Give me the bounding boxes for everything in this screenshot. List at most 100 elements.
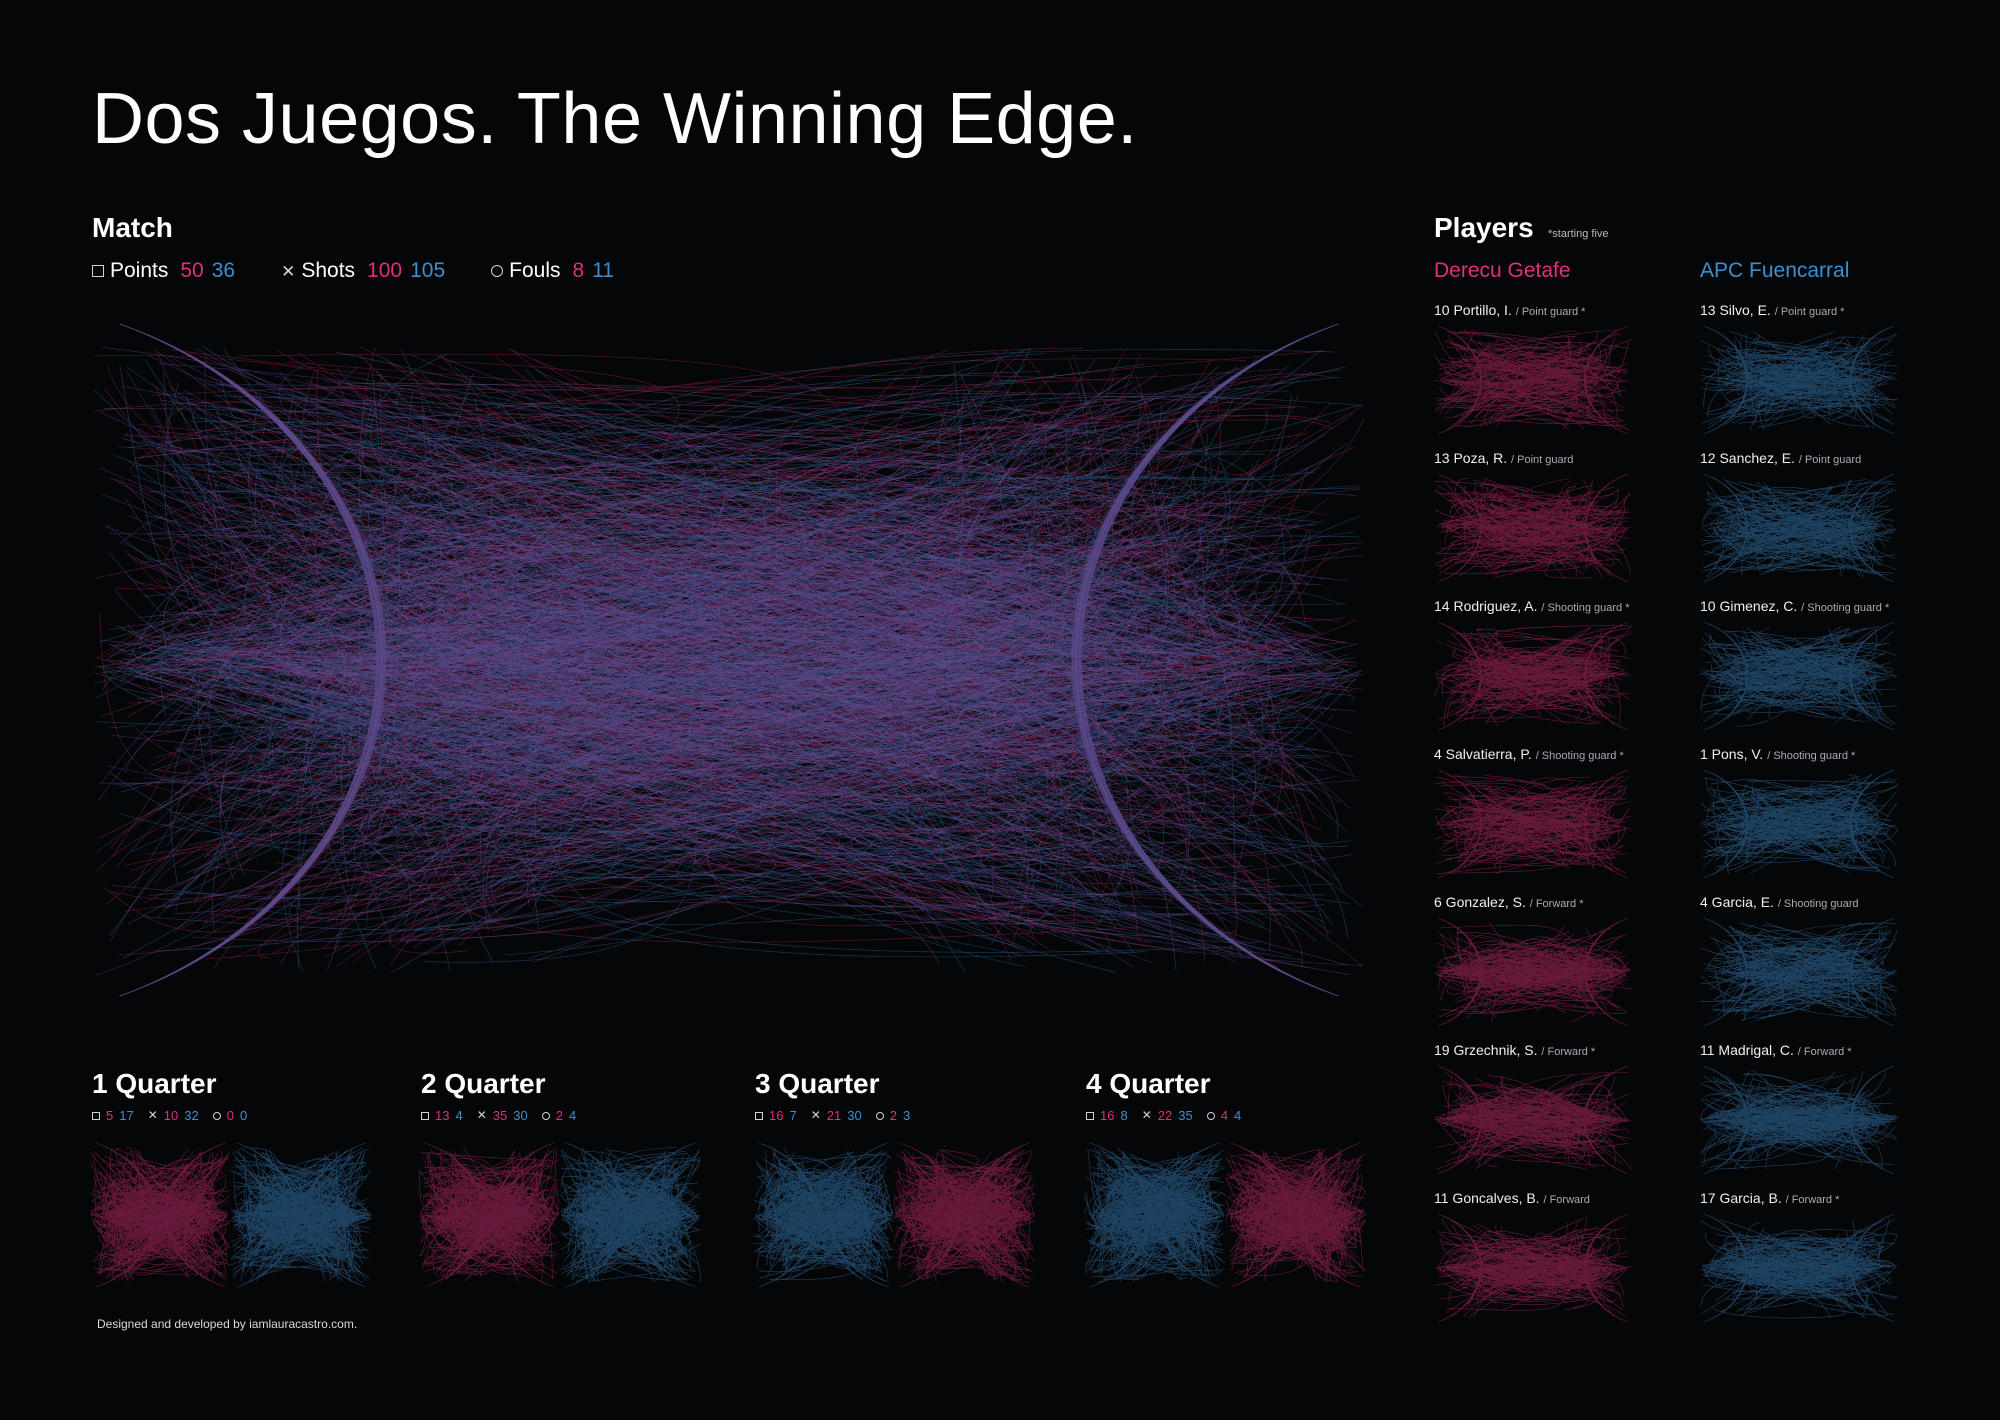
player-name: 10 Portillo, I. (1434, 302, 1512, 318)
player-role: / Point guard (1798, 454, 1862, 466)
trace-path (90, 1142, 231, 1288)
trace-path (1700, 325, 1898, 435)
movement-traces (1700, 325, 1898, 435)
movement-traces (1700, 769, 1899, 879)
quarter-points-a: 13 (435, 1108, 450, 1123)
trace-path (1699, 917, 1898, 1027)
player-card: 4 Salvatierra, P. / Shooting guard * (1434, 746, 1632, 879)
cross-icon: ✕ (147, 1108, 158, 1122)
player-label: 17 Garcia, B. / Forward * (1700, 1190, 1839, 1206)
player-name: 12 Sanchez, E. (1700, 450, 1795, 466)
player-movement-court (1701, 473, 1897, 583)
player-name: 1 Pons, V. (1700, 746, 1764, 762)
trace-path (1700, 621, 1898, 731)
cross-icon: ✕ (810, 1108, 821, 1122)
fouls-label: Fouls (509, 259, 561, 282)
quarter-court (418, 1142, 702, 1288)
player-card: 4 Garcia, E. / Shooting guard (1699, 894, 1898, 1027)
square-icon (1086, 1111, 1094, 1120)
trace-path (893, 1142, 1036, 1288)
player-card: 14 Rodriguez, A. / Shooting guard * (1434, 598, 1633, 731)
match-stats: Points 50 36 ✕ Shots 100 105 Fouls 8 11 (92, 259, 614, 283)
movement-traces (418, 1142, 560, 1288)
trace-path (1699, 1065, 1899, 1175)
quarter-shots-a: 10 (163, 1108, 179, 1123)
player-movement-court (1700, 325, 1898, 435)
movement-traces (1433, 325, 1633, 435)
match-movement-court (93, 323, 1365, 997)
movement-traces (1434, 769, 1632, 879)
movement-traces (1701, 473, 1897, 583)
player-label: 19 Grzechnik, S. / Forward * (1434, 1042, 1595, 1058)
quarter-fouls-b: 4 (1233, 1108, 1242, 1123)
player-name: 14 Rodriguez, A. (1434, 598, 1538, 614)
player-movement-court (1434, 917, 1632, 1027)
player-role: / Forward * (1541, 1046, 1596, 1058)
player-role: / Point guard (1511, 454, 1574, 466)
quarter-shots-a: 35 (492, 1108, 508, 1123)
player-label: 4 Salvatierra, P. / Shooting guard * (1434, 746, 1624, 762)
player-role: / Shooting guard * (1801, 602, 1890, 614)
quarter-fouls-a: 2 (889, 1108, 897, 1123)
team-a-name: Derecu Getafe (1434, 259, 1571, 282)
circle-icon (1206, 1111, 1215, 1120)
trace-path (93, 323, 1364, 997)
player-card: 11 Goncalves, B. / Forward (1434, 1190, 1631, 1323)
movement-traces (559, 1142, 702, 1288)
quarter-points-a: 16 (769, 1108, 784, 1123)
player-movement-court (1434, 1065, 1633, 1175)
starting-five-note: *starting five (1548, 228, 1609, 240)
player-name: 17 Garcia, B. (1700, 1190, 1782, 1206)
player-card: 17 Garcia, B. / Forward * (1700, 1190, 1898, 1323)
quarter-points-b: 17 (119, 1108, 134, 1123)
player-name: 11 Madrigal, C. (1700, 1042, 1794, 1058)
trace-path (1700, 1213, 1898, 1323)
cross-icon: ✕ (476, 1108, 487, 1122)
trace-path (95, 323, 1364, 997)
quarter-shots-a: 21 (826, 1108, 842, 1123)
page-title: Dos Juegos. The Winning Edge. (92, 79, 1138, 159)
player-role: / Shooting guard * (1767, 750, 1856, 762)
player-name: 6 Gonzalez, S. (1434, 894, 1526, 910)
player-role: / Forward * (1785, 1194, 1840, 1206)
player-card: 10 Gimenez, C. / Shooting guard * (1700, 598, 1898, 731)
player-label: 14 Rodriguez, A. / Shooting guard * (1434, 598, 1629, 614)
movement-traces (1699, 1065, 1899, 1175)
movement-traces (1434, 1213, 1631, 1323)
trace-path (1434, 917, 1632, 1027)
square-icon (92, 265, 104, 277)
quarter-points-a: 16 (1100, 1108, 1115, 1123)
points-label: Points (110, 259, 169, 282)
player-label: 13 Silvo, E. / Point guard * (1700, 302, 1844, 318)
quarter-fouls-a: 4 (1220, 1108, 1228, 1123)
movement-traces (93, 323, 1365, 997)
player-role: / Forward (1543, 1194, 1590, 1206)
shots-label: Shots (301, 259, 356, 282)
player-card: 1 Pons, V. / Shooting guard * (1700, 746, 1899, 879)
player-name: 11 Goncalves, B. (1434, 1190, 1540, 1206)
player-card: 11 Madrigal, C. / Forward * (1699, 1042, 1899, 1175)
quarter-title: 4 Quarter (1086, 1068, 1211, 1099)
player-movement-court (1434, 769, 1632, 879)
quarter-title: 3 Quarter (755, 1068, 880, 1099)
player-label: 10 Portillo, I. / Point guard * (1434, 302, 1585, 318)
movement-traces (90, 1142, 231, 1288)
movement-traces (1434, 621, 1633, 731)
quarter-court (90, 1142, 373, 1288)
player-label: 10 Gimenez, C. / Shooting guard * (1700, 598, 1889, 614)
player-role: / Shooting guard (1777, 898, 1859, 910)
circle-icon (212, 1111, 221, 1120)
points-team-b: 36 (211, 259, 236, 282)
quarter-fouls-a: 0 (226, 1108, 234, 1123)
quarter-fouls-b: 4 (568, 1108, 577, 1123)
movement-traces (1434, 1065, 1633, 1175)
trace-path (1434, 1213, 1631, 1323)
shots-team-b: 105 (410, 259, 446, 282)
quarter-points-a: 5 (106, 1108, 114, 1123)
quarter-shots-b: 35 (1178, 1108, 1193, 1123)
player-role: / Point guard * (1515, 306, 1586, 318)
quarter-shots-b: 30 (847, 1108, 862, 1123)
